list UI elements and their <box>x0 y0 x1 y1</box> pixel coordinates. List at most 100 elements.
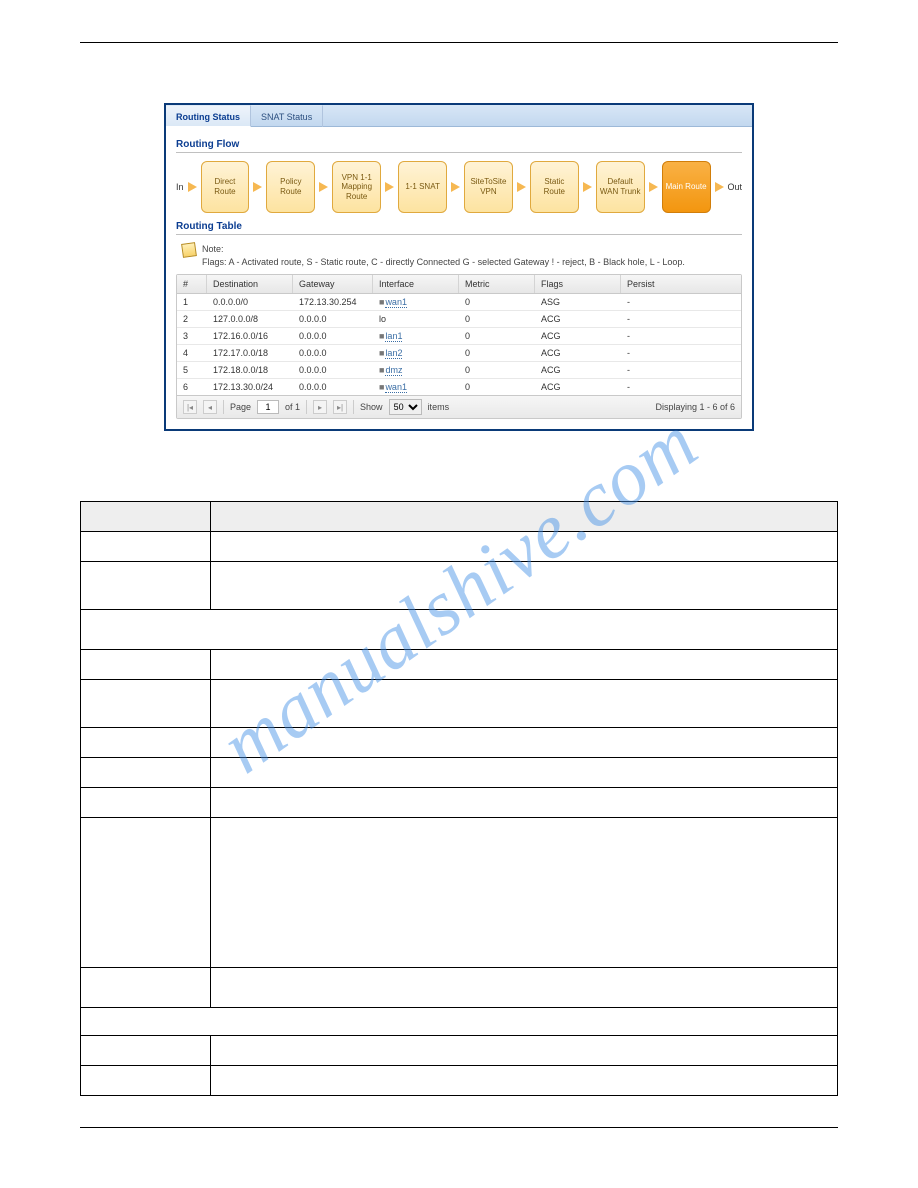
page-size-select[interactable]: 50 <box>389 399 422 415</box>
flow-arrow-icon <box>517 182 526 192</box>
flow-box-default-wan[interactable]: Default WAN Trunk <box>596 161 645 213</box>
page-number-input[interactable] <box>257 400 279 414</box>
cell-metric: 0 <box>459 328 535 344</box>
displaying-label: Displaying 1 - 6 of 6 <box>655 402 735 412</box>
cell-metric: 0 <box>459 379 535 395</box>
routing-flow-title: Routing Flow <box>176 139 742 150</box>
page-prev-button[interactable]: ◂ <box>203 400 217 414</box>
routing-table-title: Routing Table <box>176 221 742 232</box>
pag-separator <box>353 400 354 414</box>
table-row: 6172.13.30.0/240.0.0.0■wan10ACG- <box>177 379 741 395</box>
table-row: 3172.16.0.0/160.0.0.0■lan10ACG- <box>177 328 741 345</box>
cell-metric: 0 <box>459 311 535 327</box>
show-label: Show <box>360 402 383 412</box>
desc-value-cell <box>211 680 838 728</box>
tab-routing-status[interactable]: Routing Status <box>166 105 251 127</box>
col-gateway[interactable]: Gateway <box>293 275 373 293</box>
desc-label-cell <box>81 532 211 562</box>
flow-box-direct-route[interactable]: Direct Route <box>201 161 250 213</box>
cell-persist: - <box>621 345 741 361</box>
interface-link[interactable]: wan1 <box>385 297 407 308</box>
desc-label-cell <box>81 650 211 680</box>
col-dest[interactable]: Destination <box>207 275 293 293</box>
cell-persist: - <box>621 379 741 395</box>
cell-dest: 127.0.0.0/8 <box>207 311 293 327</box>
desc-row <box>81 680 838 728</box>
flow-arrow-icon <box>451 182 460 192</box>
flow-box-site-vpn[interactable]: SiteToSite VPN <box>464 161 513 213</box>
cell-flags: ACG <box>535 379 621 395</box>
note-icon <box>181 242 197 258</box>
cell-gateway: 0.0.0.0 <box>293 362 373 378</box>
flow-out-label: Out <box>728 182 743 192</box>
cell-gateway: 0.0.0.0 <box>293 311 373 327</box>
cell-dest: 172.13.30.0/24 <box>207 379 293 395</box>
col-num[interactable]: # <box>177 275 207 293</box>
flow-in-label: In <box>176 182 184 192</box>
note-label: Note: <box>202 244 224 254</box>
desc-label-cell <box>81 728 211 758</box>
interface-link[interactable]: dmz <box>385 365 402 376</box>
cell-dest: 0.0.0.0/0 <box>207 294 293 310</box>
cell-persist: - <box>621 294 741 310</box>
cell-persist: - <box>621 311 741 327</box>
desc-label-cell <box>81 1066 211 1096</box>
cell-gateway: 0.0.0.0 <box>293 379 373 395</box>
flow-box-main-route[interactable]: Main Route <box>662 161 711 213</box>
desc-label-cell <box>81 818 211 968</box>
col-interface[interactable]: Interface <box>373 275 459 293</box>
interface-link[interactable]: wan1 <box>385 382 407 393</box>
flow-box-policy-route[interactable]: Policy Route <box>266 161 315 213</box>
desc-value-cell <box>211 968 838 1008</box>
flow-box-snat[interactable]: 1-1 SNAT <box>398 161 447 213</box>
pagination-bar: |◂ ◂ Page of 1 ▸ ▸| Show 50 items Displa… <box>177 395 741 418</box>
desc-col-label <box>81 502 211 532</box>
page-of-label: of 1 <box>285 402 300 412</box>
cell-flags: ACG <box>535 311 621 327</box>
routing-table: # Destination Gateway Interface Metric F… <box>176 274 742 419</box>
cell-gateway: 0.0.0.0 <box>293 328 373 344</box>
routing-flow: In Direct Route Policy Route VPN 1-1 Map… <box>176 161 742 213</box>
cell-num: 3 <box>177 328 207 344</box>
page-last-button[interactable]: ▸| <box>333 400 347 414</box>
flow-arrow-icon <box>188 182 197 192</box>
page-next-button[interactable]: ▸ <box>313 400 327 414</box>
cell-gateway: 172.13.30.254 <box>293 294 373 310</box>
cell-dest: 172.16.0.0/16 <box>207 328 293 344</box>
page-label: Page <box>230 402 251 412</box>
flow-box-vpn-mapping[interactable]: VPN 1-1 Mapping Route <box>332 161 381 213</box>
flow-arrow-icon <box>385 182 394 192</box>
desc-value-cell <box>211 562 838 610</box>
items-label: items <box>428 402 450 412</box>
col-flags[interactable]: Flags <box>535 275 621 293</box>
cell-dest: 172.17.0.0/18 <box>207 345 293 361</box>
page-first-button[interactable]: |◂ <box>183 400 197 414</box>
col-metric[interactable]: Metric <box>459 275 535 293</box>
cell-dest: 172.18.0.0/18 <box>207 362 293 378</box>
cell-metric: 0 <box>459 294 535 310</box>
desc-value-cell <box>211 818 838 968</box>
desc-section-cell <box>81 610 838 650</box>
pag-separator <box>306 400 307 414</box>
interface-link[interactable]: lan2 <box>385 348 402 359</box>
desc-value-cell <box>211 728 838 758</box>
desc-row <box>81 758 838 788</box>
desc-row <box>81 968 838 1008</box>
desc-row <box>81 1036 838 1066</box>
flow-box-static-route[interactable]: Static Route <box>530 161 579 213</box>
note-text: Flags: A - Activated route, S - Static r… <box>202 257 685 267</box>
page-bottom-rule <box>80 1127 838 1128</box>
routing-status-panel: Routing Status SNAT Status Routing Flow … <box>164 103 754 431</box>
desc-row <box>81 562 838 610</box>
cell-flags: ACG <box>535 345 621 361</box>
cell-interface: ■dmz <box>373 362 459 378</box>
tab-snat-status[interactable]: SNAT Status <box>251 105 323 127</box>
col-persist[interactable]: Persist <box>621 275 741 293</box>
desc-section-cell <box>81 1008 838 1036</box>
table-row: 10.0.0.0/0172.13.30.254■wan10ASG- <box>177 294 741 311</box>
interface-link[interactable]: lan1 <box>385 331 402 342</box>
cell-interface: ■wan1 <box>373 379 459 395</box>
routing-table-header: # Destination Gateway Interface Metric F… <box>177 275 741 294</box>
cell-persist: - <box>621 362 741 378</box>
desc-col-desc <box>211 502 838 532</box>
